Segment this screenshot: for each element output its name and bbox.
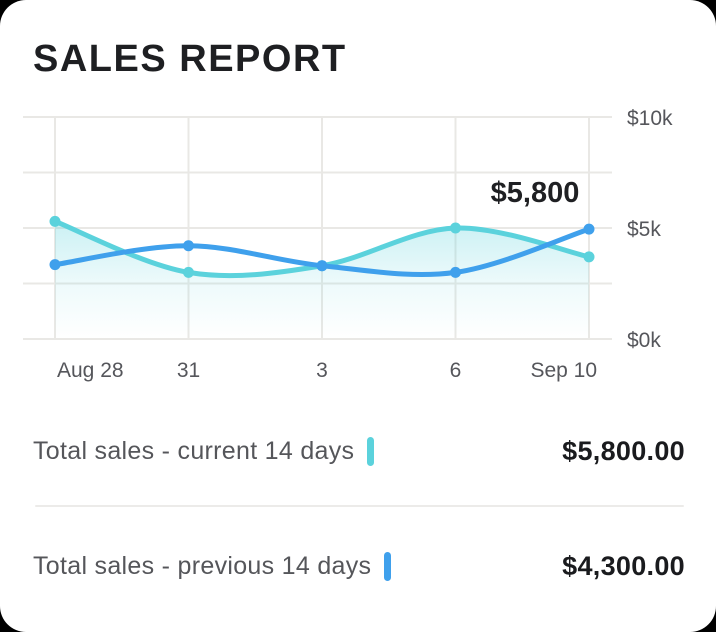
svg-text:$0k: $0k [627,329,661,352]
previous-sales-label: Total sales - previous 14 days [33,551,372,580]
sales-line-chart: $5,800 $10k $5k $0k Aug 28 31 3 6 Sep 10 [23,107,673,382]
row-divider [35,505,684,507]
svg-text:$5k: $5k [627,218,661,241]
page-title: SALES REPORT [33,38,347,80]
current-sales-value: $5,800.00 [562,435,685,466]
summary-row-previous: Total sales - previous 14 days $4,300.00 [33,544,685,588]
svg-text:Aug 28: Aug 28 [57,359,124,382]
previous-sales-value: $4,300.00 [562,550,685,581]
summary-row-current: Total sales - current 14 days $5,800.00 [33,429,685,473]
svg-text:Sep 10: Sep 10 [530,359,597,382]
svg-text:6: 6 [450,359,462,382]
current-series-color-tick-icon [367,436,375,466]
svg-text:31: 31 [177,359,200,382]
svg-text:$5,800: $5,800 [491,177,580,209]
previous-series-color-tick-icon [384,551,392,581]
current-sales-label: Total sales - current 14 days [33,436,355,465]
svg-text:3: 3 [316,359,328,382]
svg-text:$10k: $10k [627,107,673,130]
